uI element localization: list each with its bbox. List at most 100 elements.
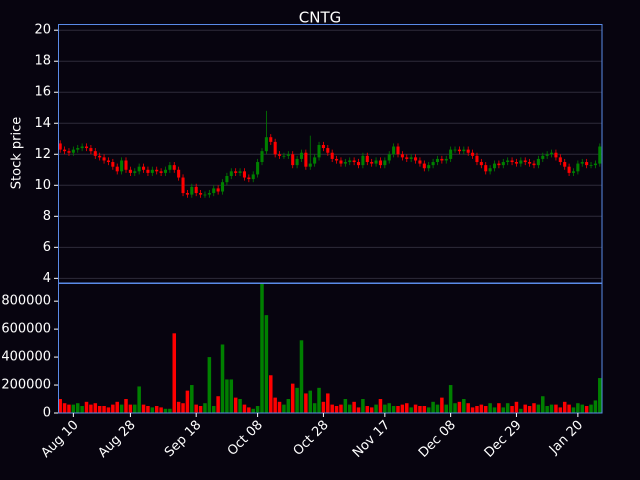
candle-body — [128, 169, 132, 173]
volume-bar — [312, 403, 317, 413]
y-tick-label: 4 — [43, 271, 51, 286]
candle-body — [598, 146, 602, 164]
volume-bar — [124, 399, 128, 413]
volume-bar — [541, 396, 545, 413]
candle-body — [313, 157, 317, 164]
volume-bar — [444, 404, 449, 413]
candle-body — [383, 160, 387, 166]
candle-body — [510, 160, 514, 163]
volume-bar — [290, 383, 295, 413]
volume-bar — [514, 401, 519, 413]
candle-body — [558, 157, 562, 163]
volume-bar — [462, 399, 466, 413]
candle-body — [405, 157, 409, 159]
volume-y-tick-label: 400000 — [1, 350, 51, 365]
volume-bar — [405, 403, 409, 413]
volume-y-tick-label: 0 — [43, 406, 51, 421]
candle-body — [93, 151, 97, 156]
volume-bar — [211, 406, 216, 413]
candle-body — [519, 160, 523, 164]
candle-body — [216, 188, 220, 192]
candle-body — [567, 166, 571, 173]
volume-bar — [203, 403, 207, 413]
candle-body — [335, 158, 339, 161]
candle-body — [80, 146, 84, 149]
candle-body — [506, 160, 510, 163]
volume-bar — [347, 404, 352, 413]
candle-body — [479, 162, 483, 166]
candle-body — [431, 162, 435, 166]
candle-body — [124, 160, 128, 170]
candle-body — [58, 143, 62, 150]
candle-body — [163, 169, 168, 173]
candle-body — [370, 162, 374, 164]
candle-body — [352, 160, 356, 163]
volume-bar — [269, 375, 273, 413]
volume-bar — [426, 407, 431, 413]
candle-body — [177, 169, 181, 178]
candle-body — [317, 144, 321, 158]
candle-body — [387, 154, 391, 161]
volume-bar — [71, 404, 76, 413]
volume-bar — [194, 404, 198, 413]
volume-bar — [334, 406, 339, 413]
volume-bar — [255, 406, 260, 413]
candle-body — [120, 160, 124, 172]
marks — [58, 110, 602, 413]
candle-body — [378, 160, 382, 166]
volume-bar — [470, 407, 475, 413]
volume-bar — [260, 283, 264, 413]
volume-bar — [466, 403, 470, 413]
candle-body — [220, 182, 225, 192]
volume-bar — [558, 407, 563, 413]
y-tick-label: 14 — [34, 116, 51, 131]
candle-body — [457, 149, 461, 152]
volume-bar — [554, 404, 558, 413]
candle-body — [462, 149, 466, 152]
volume-bar — [400, 404, 405, 413]
candle-body — [190, 186, 194, 195]
candle-body — [172, 165, 176, 170]
candle-body — [440, 158, 444, 161]
candle-body — [580, 162, 584, 164]
volume-bar — [207, 357, 212, 413]
candle-body — [194, 186, 198, 194]
candle-body — [528, 162, 532, 164]
candle-body — [71, 149, 75, 153]
candle-body — [492, 163, 497, 169]
volume-bar — [62, 403, 67, 413]
volume-bar — [374, 404, 378, 413]
candle-body — [343, 162, 347, 164]
y-tick-label: 12 — [34, 147, 51, 162]
candle-body — [264, 137, 268, 152]
candle-body — [98, 155, 102, 158]
volume-bar — [67, 404, 71, 413]
volume-bar — [549, 404, 554, 413]
volume-bar — [369, 407, 374, 413]
candle-body — [321, 144, 325, 149]
candle-body — [365, 155, 369, 163]
volume-bar — [501, 407, 506, 413]
candle-body — [422, 163, 426, 169]
candle-body — [435, 158, 440, 163]
volume-bar — [409, 407, 413, 413]
volume-bar — [282, 404, 286, 413]
y-tick-label: 18 — [34, 54, 51, 69]
candle-body — [115, 166, 119, 172]
volume-bar — [527, 406, 532, 413]
volume-bar — [154, 406, 159, 413]
candle-body — [563, 162, 567, 167]
candle-body — [181, 177, 185, 194]
volume-bar — [457, 401, 462, 413]
candle-body — [576, 163, 580, 172]
volume-bar — [536, 404, 541, 413]
volume-bar — [571, 407, 576, 413]
candle-body — [111, 162, 115, 167]
volume-bar — [453, 403, 457, 413]
volume-bar — [119, 404, 124, 413]
candle-body — [150, 169, 154, 173]
candle-body — [453, 149, 457, 151]
candle-body — [400, 154, 404, 158]
volume-bar — [137, 386, 141, 413]
volume-bar — [545, 406, 549, 413]
